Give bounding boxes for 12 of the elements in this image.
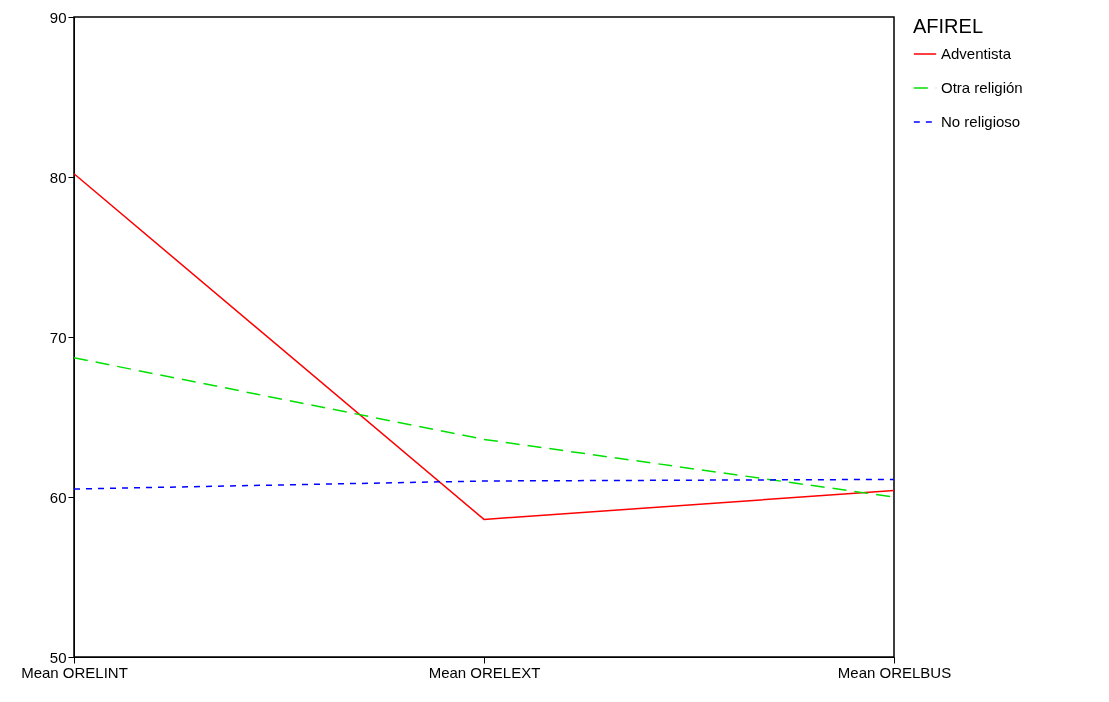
legend-title: AFIREL: [913, 15, 984, 37]
y-tick-label: 50: [49, 648, 67, 666]
legend-label: No religioso: [941, 113, 1021, 130]
x-tick-label: Mean ORELINT: [21, 663, 128, 681]
x-tick-label: Mean ORELEXT: [428, 663, 541, 681]
legend-label: Adventista: [941, 45, 1012, 62]
y-tick-label: 80: [49, 168, 67, 186]
y-tick-label: 60: [49, 488, 67, 506]
y-tick-label: 90: [49, 8, 67, 26]
legend-label: Otra religión: [941, 79, 1023, 96]
x-tick-label: Mean ORELBUS: [837, 663, 952, 681]
y-tick-label: 70: [49, 328, 67, 346]
